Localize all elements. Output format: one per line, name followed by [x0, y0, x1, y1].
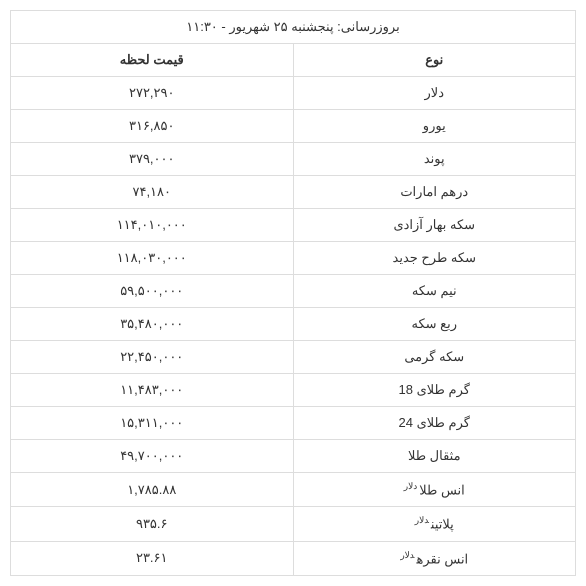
type-column-header: نوع	[293, 44, 576, 77]
type-cell: انس طلادلار	[293, 473, 576, 507]
table-row: مثقال طلا ۴۹,۷۰۰,۰۰۰	[11, 440, 576, 473]
usd-suffix: دلار	[415, 515, 429, 525]
type-cell: سکه طرح جدید	[293, 242, 576, 275]
table-row: درهم امارات ۷۴,۱۸۰	[11, 176, 576, 209]
type-cell: مثقال طلا	[293, 440, 576, 473]
table-body: بروزرسانی: پنجشنبه ۲۵ شهریور - ۱۱:۳۰ نوع…	[11, 11, 576, 576]
type-value: دلار	[425, 85, 444, 100]
type-cell: گرم طلای 18	[293, 374, 576, 407]
update-label: بروزرسانی: پنجشنبه ۲۵ شهریور - ۱۱:۳۰	[11, 11, 576, 44]
price-cell: ۷۴,۱۸۰	[11, 176, 294, 209]
type-cell: درهم امارات	[293, 176, 576, 209]
table-row: یورو ۳۱۶,۸۵۰	[11, 110, 576, 143]
type-value: نیم سکه	[412, 283, 457, 298]
type-value: سکه گرمی	[404, 349, 464, 364]
price-cell: ۱,۷۸۵.۸۸	[11, 473, 294, 507]
table-row: دلار ۲۷۲,۲۹۰	[11, 77, 576, 110]
type-cell: گرم طلای 24	[293, 407, 576, 440]
type-cell: ربع سکه	[293, 308, 576, 341]
price-cell: ۴۹,۷۰۰,۰۰۰	[11, 440, 294, 473]
price-cell: ۹۳۵.۶	[11, 507, 294, 541]
table-row: انس نقرهدلار۲۳.۶۱	[11, 541, 576, 575]
price-cell: ۱۱۸,۰۳۰,۰۰۰	[11, 242, 294, 275]
type-value: پوند	[424, 151, 445, 166]
price-column-header: قیمت لحظه	[11, 44, 294, 77]
type-cell: پلاتیندلار	[293, 507, 576, 541]
type-cell: سکه گرمی	[293, 341, 576, 374]
price-cell: ۲۲,۴۵۰,۰۰۰	[11, 341, 294, 374]
price-cell: ۳۷۹,۰۰۰	[11, 143, 294, 176]
price-table: بروزرسانی: پنجشنبه ۲۵ شهریور - ۱۱:۳۰ نوع…	[10, 10, 576, 576]
usd-suffix: دلار	[400, 550, 414, 560]
type-cell: دلار	[293, 77, 576, 110]
table-row: انس طلادلار۱,۷۸۵.۸۸	[11, 473, 576, 507]
type-value: مثقال طلا	[408, 448, 461, 463]
price-cell: ۳۵,۴۸۰,۰۰۰	[11, 308, 294, 341]
usd-suffix: دلار	[404, 481, 418, 491]
type-value: انس طلا	[419, 482, 465, 497]
price-cell: ۲۷۲,۲۹۰	[11, 77, 294, 110]
type-value: یورو	[423, 118, 446, 133]
table-row: سکه گرمی ۲۲,۴۵۰,۰۰۰	[11, 341, 576, 374]
price-cell: ۳۱۶,۸۵۰	[11, 110, 294, 143]
price-cell: ۲۳.۶۱	[11, 541, 294, 575]
price-cell: ۱۵,۳۱۱,۰۰۰	[11, 407, 294, 440]
update-row: بروزرسانی: پنجشنبه ۲۵ شهریور - ۱۱:۳۰	[11, 11, 576, 44]
table-row: پلاتیندلار۹۳۵.۶	[11, 507, 576, 541]
price-cell: ۵۹,۵۰۰,۰۰۰	[11, 275, 294, 308]
column-header-row: نوع قیمت لحظه	[11, 44, 576, 77]
table-row: گرم طلای 18 ۱۱,۴۸۳,۰۰۰	[11, 374, 576, 407]
price-cell: ۱۱,۴۸۳,۰۰۰	[11, 374, 294, 407]
type-value: ربع سکه	[412, 316, 457, 331]
price-cell: ۱۱۴,۰۱۰,۰۰۰	[11, 209, 294, 242]
table-row: نیم سکه ۵۹,۵۰۰,۰۰۰	[11, 275, 576, 308]
table-row: سکه طرح جدید ۱۱۸,۰۳۰,۰۰۰	[11, 242, 576, 275]
table-row: سکه بهار آزادی ۱۱۴,۰۱۰,۰۰۰	[11, 209, 576, 242]
type-cell: یورو	[293, 110, 576, 143]
type-value: گرم طلای 18	[399, 382, 470, 397]
type-value: پلاتین	[431, 517, 454, 532]
table-row: پوند ۳۷۹,۰۰۰	[11, 143, 576, 176]
type-cell: سکه بهار آزادی	[293, 209, 576, 242]
type-value: گرم طلای 24	[399, 415, 470, 430]
type-cell: انس نقرهدلار	[293, 541, 576, 575]
type-cell: نیم سکه	[293, 275, 576, 308]
type-cell: پوند	[293, 143, 576, 176]
table-row: گرم طلای 24 ۱۵,۳۱۱,۰۰۰	[11, 407, 576, 440]
type-value: درهم امارات	[400, 184, 468, 199]
type-value: سکه بهار آزادی	[393, 217, 475, 232]
table-row: ربع سکه ۳۵,۴۸۰,۰۰۰	[11, 308, 576, 341]
type-value: سکه طرح جدید	[393, 250, 476, 265]
